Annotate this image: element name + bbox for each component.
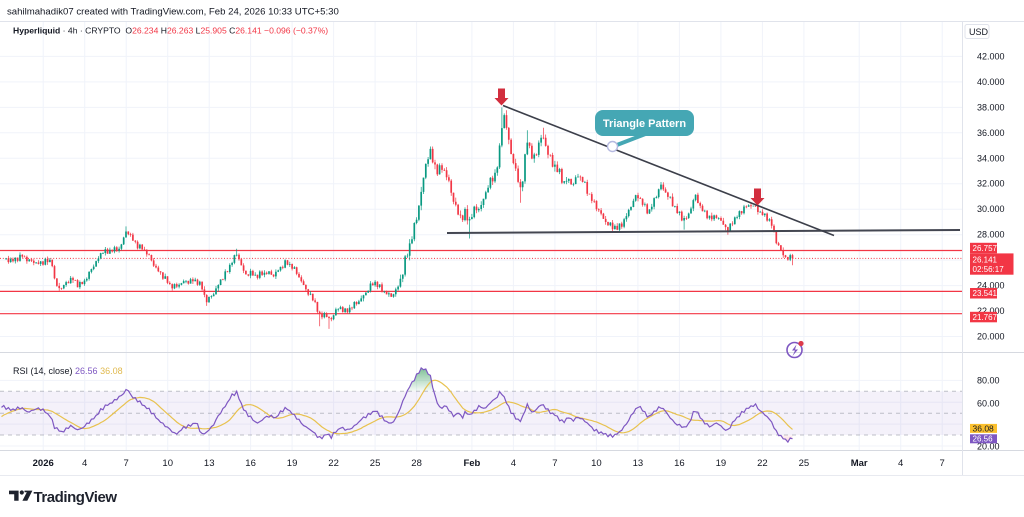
svg-text:13: 13 bbox=[633, 458, 644, 469]
svg-text:sahilmahadik07 created with Tr: sahilmahadik07 created with TradingView.… bbox=[7, 7, 339, 18]
svg-text:22: 22 bbox=[757, 458, 768, 469]
svg-text:40.000: 40.000 bbox=[977, 77, 1005, 87]
svg-text:36.000: 36.000 bbox=[977, 128, 1005, 138]
svg-text:34.000: 34.000 bbox=[977, 153, 1005, 163]
svg-text:19: 19 bbox=[287, 458, 298, 469]
svg-text:26.141: 26.141 bbox=[973, 255, 998, 264]
svg-text:4: 4 bbox=[511, 458, 516, 469]
svg-text:24.000: 24.000 bbox=[977, 281, 1005, 291]
svg-text:Triangle Pattern: Triangle Pattern bbox=[603, 118, 686, 130]
svg-text:25: 25 bbox=[370, 458, 381, 469]
svg-text:4: 4 bbox=[898, 458, 903, 469]
svg-text:02:56:17: 02:56:17 bbox=[973, 265, 1005, 274]
svg-text:7: 7 bbox=[552, 458, 557, 469]
svg-text:42.000: 42.000 bbox=[977, 51, 1005, 61]
svg-text:80.00: 80.00 bbox=[977, 376, 1000, 386]
svg-text:26.757: 26.757 bbox=[973, 244, 998, 253]
svg-text:USD: USD bbox=[969, 27, 989, 37]
svg-text:13: 13 bbox=[204, 458, 215, 469]
svg-text:20.000: 20.000 bbox=[977, 332, 1005, 342]
svg-text:TradingView: TradingView bbox=[34, 489, 118, 506]
svg-text:4: 4 bbox=[82, 458, 87, 469]
svg-text:16: 16 bbox=[674, 458, 685, 469]
svg-text:RSI (14, close) 26.56 36.08: RSI (14, close) 26.56 36.08 bbox=[13, 366, 123, 376]
svg-text:22.000: 22.000 bbox=[977, 306, 1005, 316]
svg-text:36.08: 36.08 bbox=[973, 423, 995, 433]
svg-text:38.000: 38.000 bbox=[977, 102, 1005, 112]
svg-text:26.56: 26.56 bbox=[973, 435, 994, 444]
svg-text:19: 19 bbox=[716, 458, 727, 469]
svg-text:30.000: 30.000 bbox=[977, 204, 1005, 214]
svg-text:25: 25 bbox=[799, 458, 810, 469]
svg-text:60.00: 60.00 bbox=[977, 398, 1000, 408]
svg-text:16: 16 bbox=[245, 458, 256, 469]
svg-text:Mar: Mar bbox=[851, 458, 868, 469]
svg-text:32.000: 32.000 bbox=[977, 179, 1005, 189]
svg-text:7: 7 bbox=[940, 458, 945, 469]
svg-text:10: 10 bbox=[162, 458, 173, 469]
svg-text:22: 22 bbox=[328, 458, 339, 469]
svg-text:7: 7 bbox=[124, 458, 129, 469]
svg-text:20.00: 20.00 bbox=[977, 441, 1000, 451]
svg-text:28.000: 28.000 bbox=[977, 230, 1005, 240]
svg-text:28: 28 bbox=[411, 458, 422, 469]
svg-text:Hyperliquid · 4h · CRYPTO O26: Hyperliquid · 4h · CRYPTO O26.234 H26.26… bbox=[13, 26, 328, 36]
svg-text:23.541: 23.541 bbox=[973, 289, 998, 298]
svg-text:10: 10 bbox=[591, 458, 602, 469]
svg-text:21.767: 21.767 bbox=[973, 313, 998, 322]
svg-text:2026: 2026 bbox=[33, 458, 54, 469]
svg-text:Feb: Feb bbox=[463, 458, 480, 469]
